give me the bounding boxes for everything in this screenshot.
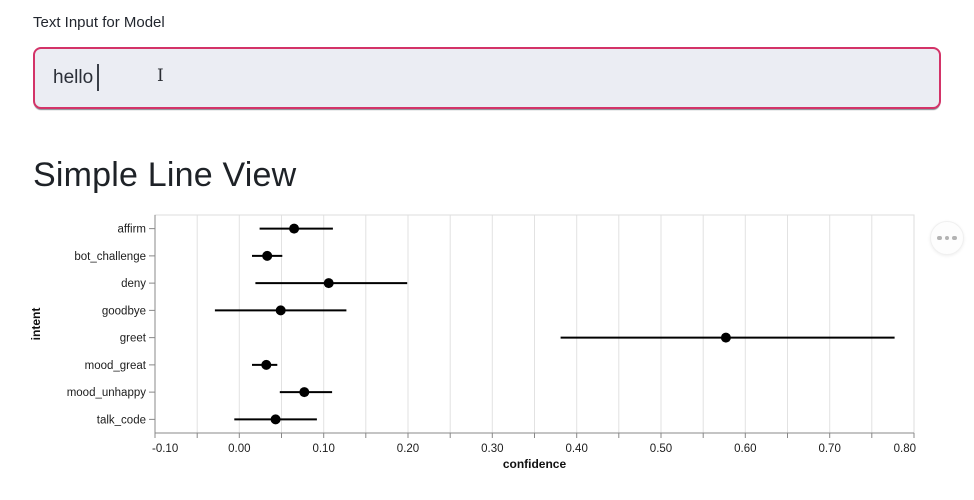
svg-text:0.60: 0.60: [734, 443, 756, 455]
svg-text:deny: deny: [121, 278, 146, 290]
text-input-wrap: I: [33, 47, 941, 109]
svg-text:talk_code: talk_code: [97, 414, 146, 426]
text-input-label: Text Input for Model: [33, 14, 165, 31]
svg-text:0.30: 0.30: [481, 443, 503, 455]
ibeam-cursor-icon: I: [157, 66, 164, 86]
svg-text:mood_unhappy: mood_unhappy: [67, 387, 147, 399]
text-caret: [97, 64, 99, 91]
ellipsis-icon: [952, 235, 957, 241]
svg-text:0.50: 0.50: [650, 443, 672, 455]
ellipsis-icon: [944, 235, 950, 241]
chart-actions-button[interactable]: [930, 221, 964, 255]
svg-text:0.00: 0.00: [228, 443, 250, 455]
svg-text:0.20: 0.20: [397, 443, 419, 455]
ellipsis-icon: [937, 235, 942, 241]
svg-text:0.80: 0.80: [894, 443, 916, 455]
svg-text:goodbye: goodbye: [102, 305, 146, 317]
svg-text:mood_great: mood_great: [85, 360, 147, 372]
svg-text:0.40: 0.40: [565, 443, 587, 455]
svg-text:0.70: 0.70: [818, 443, 840, 455]
svg-text:affirm: affirm: [117, 224, 146, 236]
app-page: Text Input for Model I Simple Line View …: [0, 14, 974, 500]
svg-text:bot_challenge: bot_challenge: [74, 251, 146, 263]
svg-text:confidence: confidence: [503, 457, 567, 471]
intent-confidence-chart: -0.10 0.00 0.10 0.20 0.30 0.40 0.50 0.60 0.70 0.8…: [29, 214, 916, 471]
svg-text:greet: greet: [120, 333, 147, 345]
page-title: Simple Line View: [33, 156, 297, 194]
svg-text:0.10: 0.10: [312, 443, 334, 455]
svg-text:intent: intent: [29, 308, 43, 341]
chart-container: -0.10 0.00 0.10 0.20 0.30 0.40 0.50 0.60 0.70 0.8…: [0, 205, 974, 500]
model-text-input[interactable]: [33, 47, 941, 109]
svg-text:-0.10: -0.10: [152, 443, 178, 455]
